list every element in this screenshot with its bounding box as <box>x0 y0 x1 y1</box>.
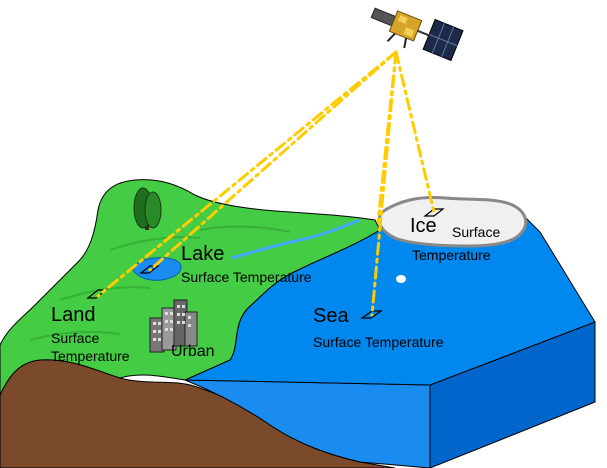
river <box>231 218 361 260</box>
lake-label: Lake <box>181 243 225 265</box>
sea-label-line1: Surface Temperature <box>313 334 444 350</box>
land-label-line2: Temperature <box>51 348 130 364</box>
sensor-beams <box>96 50 436 317</box>
footprint-ice <box>423 208 445 217</box>
land-label-line1: Surface <box>51 330 100 346</box>
ice-label-line2: Temperature <box>412 247 491 263</box>
urban-label: Urban <box>171 343 215 360</box>
sea-label: Sea <box>313 305 349 327</box>
sea-front-face <box>184 379 431 468</box>
lake-label-line1: Surface Temperature <box>181 269 312 285</box>
ice-label: Ice <box>410 215 437 237</box>
footprint-lake <box>139 265 160 274</box>
tree-icon <box>133 187 162 230</box>
buildings-icon <box>149 299 198 353</box>
ice-sheet <box>377 196 528 248</box>
land-surface <box>0 179 381 396</box>
land-label: Land <box>51 304 96 326</box>
footprints <box>86 208 445 319</box>
beam-lake <box>148 50 398 272</box>
beam-land <box>96 50 398 298</box>
ice-floe <box>396 275 406 283</box>
beam-ice-edge <box>376 50 398 224</box>
footprint-sea <box>360 310 383 319</box>
satellite-icon <box>370 7 464 62</box>
beam-ice <box>394 50 436 214</box>
lake <box>131 257 182 281</box>
ice-label-line1: Surface <box>452 224 501 240</box>
